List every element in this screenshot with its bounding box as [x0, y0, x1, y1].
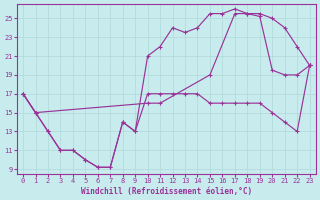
X-axis label: Windchill (Refroidissement éolien,°C): Windchill (Refroidissement éolien,°C)	[81, 187, 252, 196]
